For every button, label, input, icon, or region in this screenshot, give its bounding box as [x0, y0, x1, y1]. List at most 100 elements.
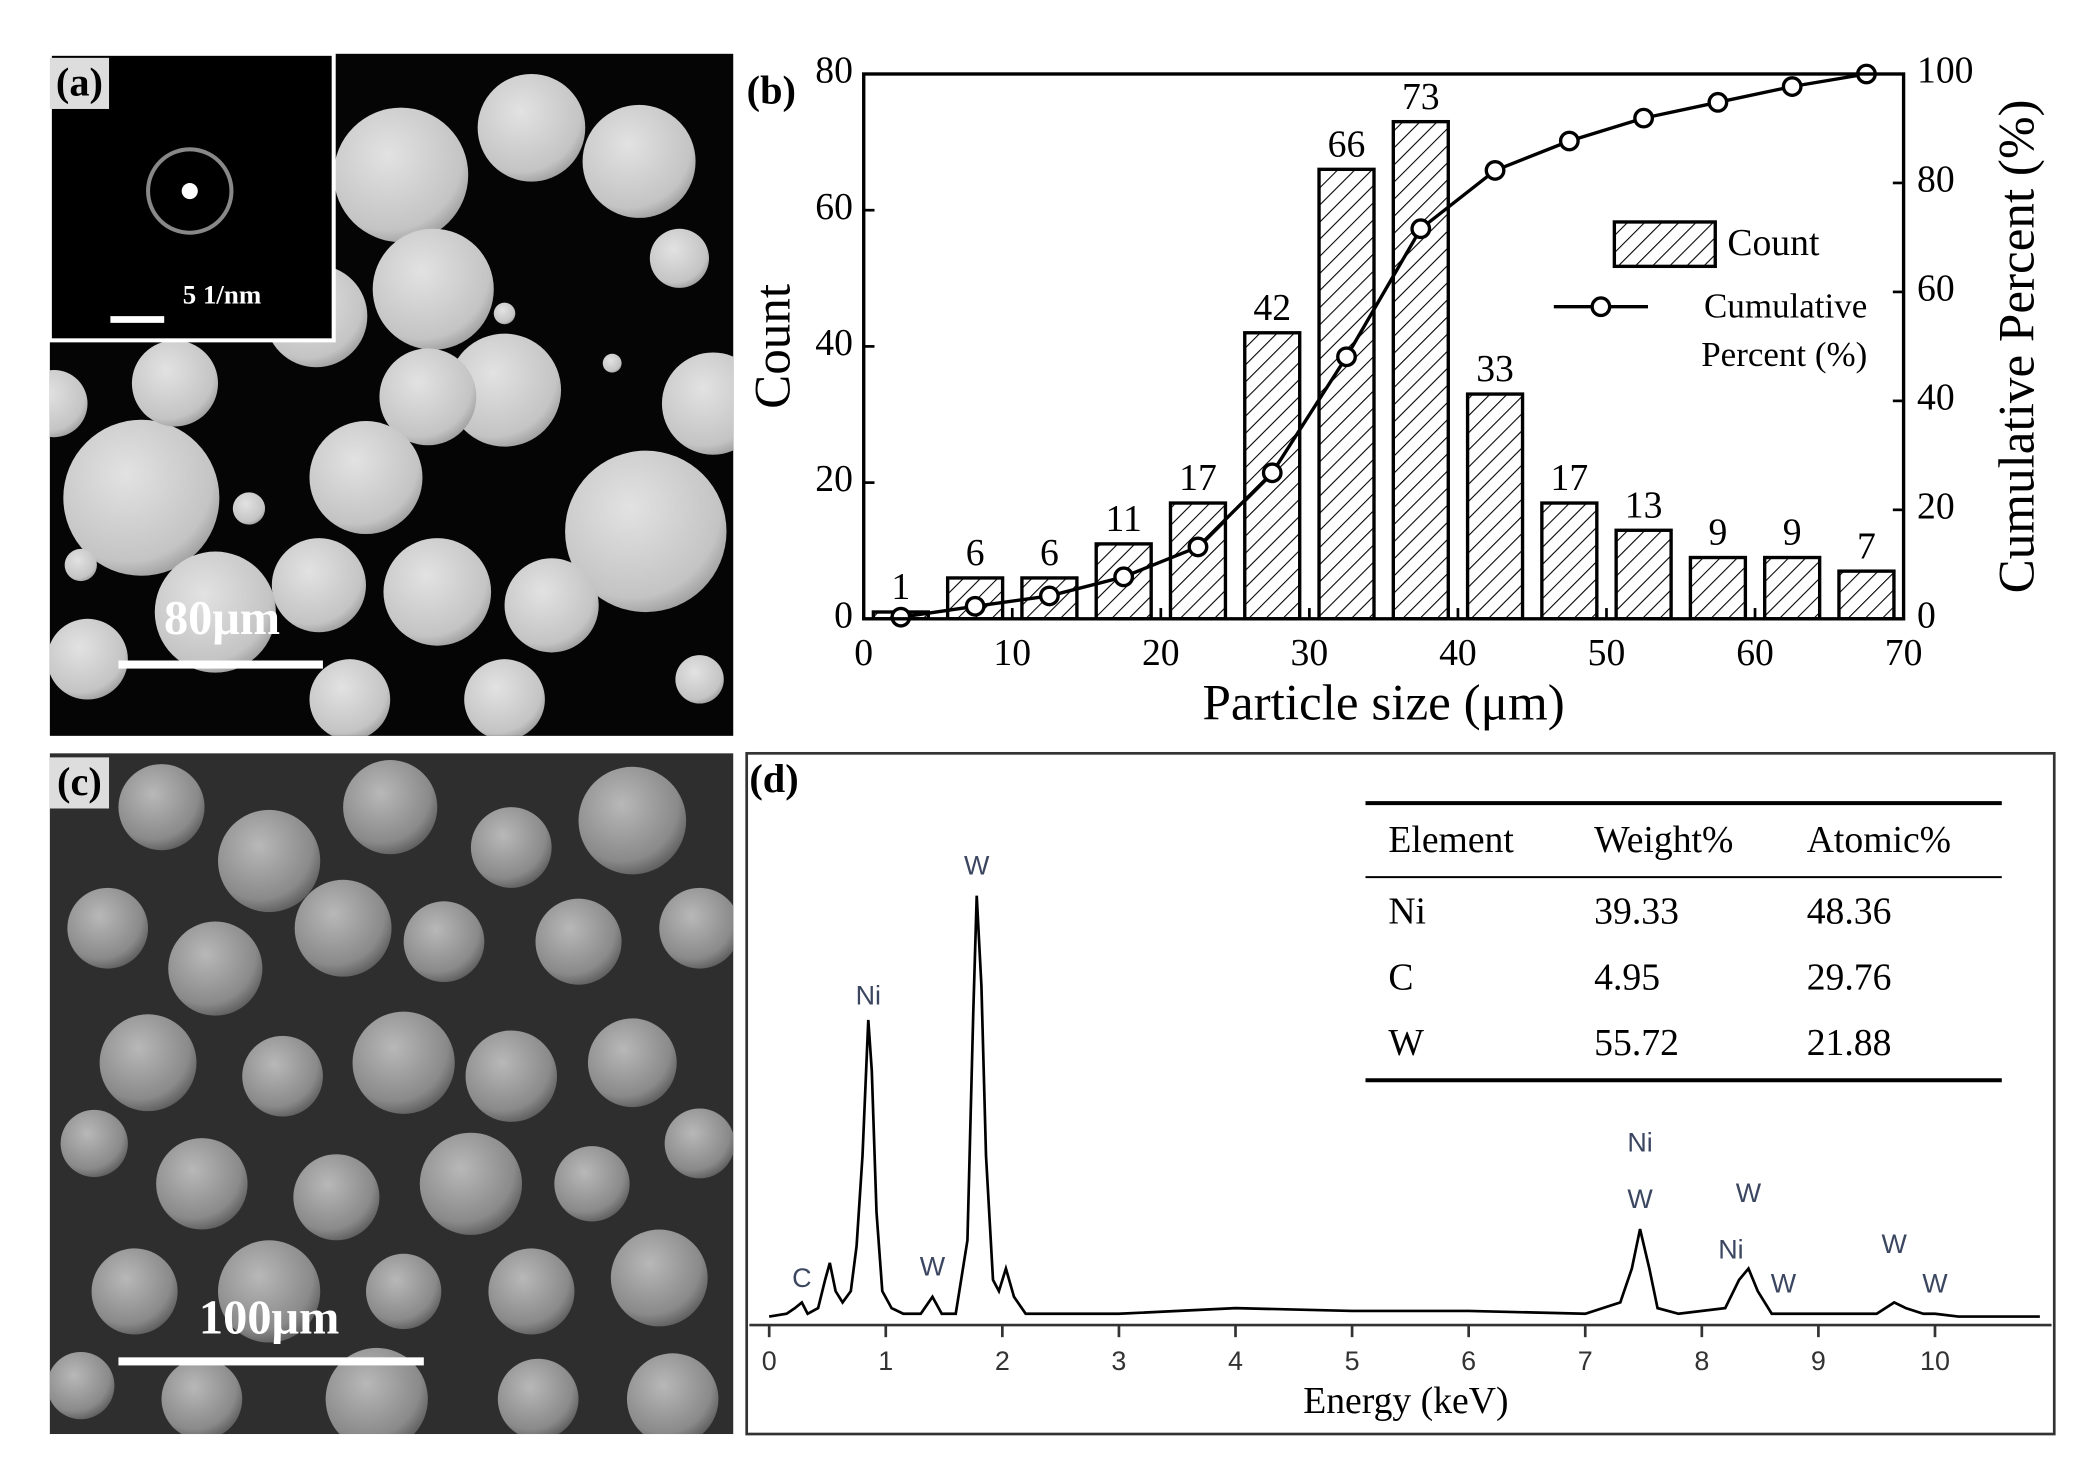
x-axis-label: Particle size (μm) — [1202, 674, 1564, 731]
diffraction-ring — [146, 147, 234, 235]
table-cell: 29.76 — [1807, 956, 1892, 998]
sem-image-a: 5 1/nm (a) 80μm — [47, 51, 734, 736]
y-axis-label: Count — [744, 284, 801, 409]
bar — [1465, 392, 1525, 621]
y2-tick-label: 80 — [1917, 159, 1955, 201]
peak-label: W — [964, 851, 990, 881]
value-label: 6 — [1040, 532, 1059, 574]
value-label: 73 — [1402, 76, 1440, 118]
peak-label: W — [1771, 1269, 1797, 1299]
value-label: 1 — [891, 566, 910, 608]
table-cell: 39.33 — [1594, 890, 1679, 932]
panel-label: (c) — [57, 759, 102, 804]
y2-tick-label: 20 — [1917, 485, 1955, 527]
inset-scale-label: 5 1/nm — [183, 279, 261, 309]
peak-label: W — [1627, 1184, 1653, 1214]
value-label: 66 — [1328, 123, 1366, 165]
cumulative-marker — [1410, 218, 1432, 240]
value-label: 9 — [1708, 512, 1727, 554]
cumulative-line — [900, 72, 1867, 619]
peak-label: W — [1881, 1229, 1907, 1259]
value-label: 7 — [1857, 525, 1876, 567]
value-label: 42 — [1253, 287, 1291, 329]
y2-axis-label: Cumulative Percent (%) — [1989, 99, 2046, 593]
x-tick-label: 40 — [1439, 632, 1477, 674]
panel-label: (a) — [56, 59, 103, 104]
label-bg — [49, 57, 110, 109]
y-tick-label: 80 — [815, 50, 853, 92]
x-axis-label: Energy (keV) — [1303, 1380, 1508, 1422]
legend-label: Cumulative Percent (%) — [1701, 286, 1868, 374]
y2-tick-label: 40 — [1917, 377, 1955, 419]
y-tick-label: 0 — [834, 594, 853, 636]
peak-label: W — [1736, 1178, 1762, 1208]
cumulative-marker — [1038, 585, 1060, 607]
x-tick-label: 10 — [993, 632, 1031, 674]
scale-bar — [118, 660, 323, 669]
bar — [1614, 528, 1673, 621]
x-tick-label: 0 — [854, 632, 873, 674]
x-tick-label: 60 — [1736, 632, 1774, 674]
x-tick-label: 3 — [1111, 1346, 1126, 1376]
x-tick-label: 2 — [995, 1346, 1010, 1376]
bar — [1168, 501, 1228, 621]
y-tick-label: 40 — [815, 322, 853, 364]
x-tick-label: 7 — [1578, 1346, 1593, 1376]
x-tick-label: 9 — [1811, 1346, 1826, 1376]
panel-frame — [745, 751, 2056, 1436]
value-label: 17 — [1551, 457, 1589, 499]
x-tick-label: 1 — [878, 1346, 893, 1376]
composition-table: Element Weight% Atomic% Ni 39.33 48.36 C 4.95 29… — [1365, 801, 2002, 1083]
y2-tick-label: 100 — [1917, 50, 1973, 92]
bar — [1837, 569, 1896, 621]
value-label: 33 — [1476, 348, 1514, 390]
cumulative-marker — [1336, 346, 1357, 368]
value-label: 13 — [1625, 484, 1663, 526]
y2-tick-label: 0 — [1917, 594, 1936, 636]
bar — [1688, 555, 1748, 621]
value-label: 6 — [966, 532, 985, 574]
table-header: Weight% — [1594, 819, 1733, 861]
x-tick-label: 8 — [1694, 1346, 1709, 1376]
peak-label: Ni — [856, 980, 881, 1010]
y2-tick-label: 60 — [1917, 268, 1955, 310]
label-bg — [49, 757, 110, 809]
peak-label: W — [1922, 1269, 1948, 1299]
x-tick-label: 10 — [1920, 1346, 1950, 1376]
table-cell: 48.36 — [1807, 890, 1892, 932]
peak-label: Ni — [1627, 1127, 1652, 1157]
bar — [1391, 119, 1450, 621]
diffraction-spot — [181, 182, 198, 200]
cumulative-marker — [1633, 107, 1655, 129]
legend-label: Count — [1727, 222, 1820, 264]
cumulative-marker — [1707, 91, 1729, 113]
table-cell: W — [1388, 1022, 1424, 1064]
particles — [49, 760, 734, 1435]
x-tick-label: 4 — [1228, 1346, 1243, 1376]
scale-bar — [118, 1357, 424, 1366]
bar — [1540, 501, 1599, 621]
scale-bar-label: 100μm — [199, 1291, 339, 1344]
cumulative-marker — [1558, 130, 1580, 152]
cumulative-marker — [964, 595, 986, 617]
value-label: 11 — [1106, 498, 1142, 540]
peak-label: C — [792, 1263, 811, 1293]
cumulative-marker — [1484, 159, 1506, 181]
table-cell: Ni — [1388, 890, 1426, 932]
table-header: Element — [1388, 819, 1514, 861]
table-cell: 4.95 — [1594, 956, 1660, 998]
bar — [1763, 555, 1822, 621]
x-tick-label: 6 — [1461, 1346, 1476, 1376]
cumulative-marker — [1113, 566, 1135, 588]
particles — [49, 73, 734, 736]
x-tick-label: 50 — [1588, 632, 1626, 674]
table-header: Atomic% — [1807, 819, 1951, 861]
sem-image-c: (c) 100μm — [49, 753, 734, 1435]
value-label: 17 — [1179, 457, 1217, 499]
peak-label: Ni — [1718, 1235, 1743, 1265]
value-label: 9 — [1783, 512, 1802, 554]
x-tick-label: 20 — [1142, 632, 1180, 674]
bar — [1317, 167, 1376, 621]
cumulative-marker — [1187, 536, 1209, 558]
